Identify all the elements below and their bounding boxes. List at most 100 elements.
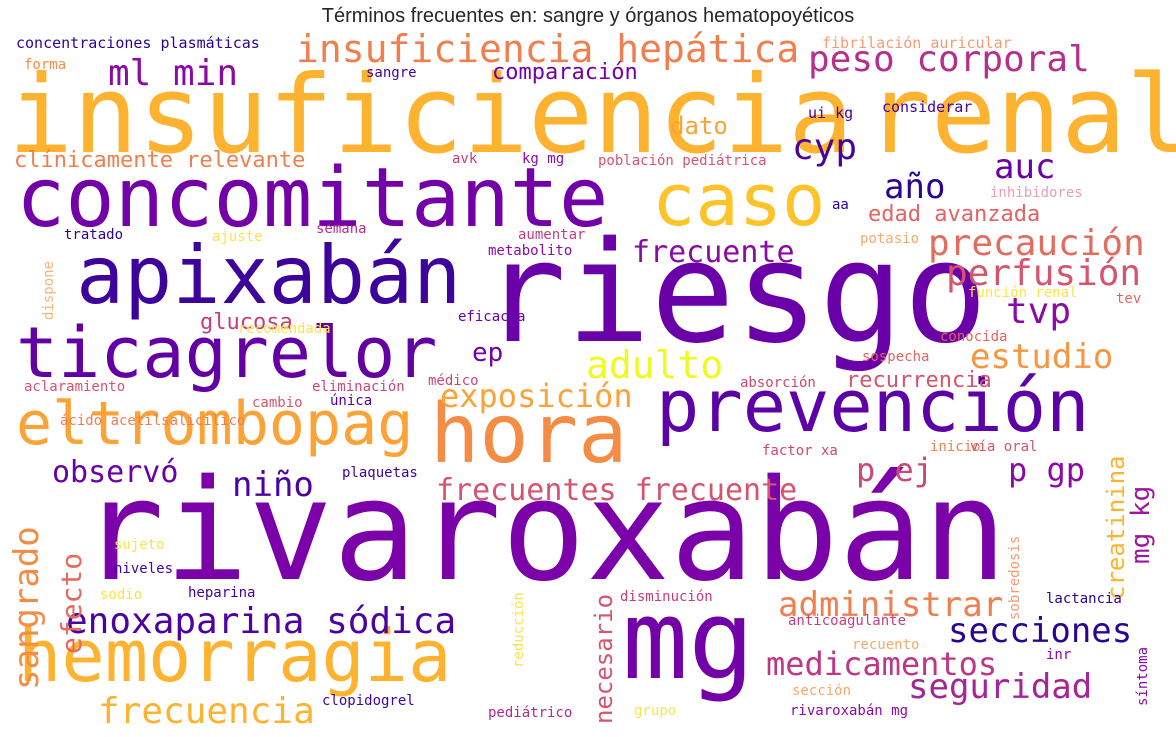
word: prevención [656,364,1090,448]
word: metabolito [488,243,573,259]
word: lactancia [1046,591,1122,607]
word: peso corporal [808,39,1090,80]
word: sujeto [114,537,165,553]
word: exposición [440,377,633,415]
word: hemorragia [18,614,452,698]
word: adulto [586,343,724,387]
word: p ej [856,451,934,489]
word: frecuentes frecuente [436,473,798,508]
word: frecuente [632,235,795,270]
word: sodio [100,587,143,603]
word: población pediátrica [598,153,767,169]
word: cambio [252,395,303,411]
word: caso [652,158,826,242]
word: absorción [740,375,816,391]
word: recomendada [238,321,331,337]
word: médico [428,373,479,389]
word: kg mg [522,151,565,167]
word: eltrombopag [16,389,414,459]
word: aclaramiento [24,379,126,395]
word: riesgo [482,212,988,375]
word: necesario [590,593,618,724]
word: auc [994,147,1056,187]
word: semana [316,221,367,237]
word: avk [452,151,478,167]
word: estudio [970,337,1114,377]
word: sobredosis [1007,535,1023,620]
word: insuficiencia hepática [296,27,800,71]
word: sección [792,683,852,699]
word: observó [52,455,179,490]
word: renal [866,53,1176,178]
word: rivaroxabán mg [790,703,909,719]
word: niño [232,465,314,505]
word: concentraciones plasmáticas [16,34,260,52]
word: conocida [940,329,1008,345]
word: ml min [108,53,239,94]
word: secciones [948,611,1133,651]
word: dispone [41,260,57,320]
word: ajuste [212,229,263,245]
word: forma [24,57,67,73]
word: anticoagulante [788,613,907,629]
word: edad avanzada [868,202,1041,227]
word: pediátrico [488,705,573,721]
word: inicio [930,439,981,455]
word: fibrilación auricular [822,34,1012,52]
word: efecto [55,552,88,654]
word: ep [472,338,504,368]
word: medicamentos [766,645,998,683]
word: potasio [860,231,920,247]
word: vía oral [970,439,1038,455]
word: creatinina [1102,455,1130,601]
word: dato [670,112,728,140]
word: heparina [188,585,256,601]
word: seguridad [908,667,1093,707]
word: disminución [620,589,713,605]
word: glucosa [200,310,293,335]
word: mg [622,576,755,704]
word: cyp [792,127,858,168]
word: clínicamente relevante [14,148,306,173]
word: concomitante [16,151,609,246]
word: ticagrelor [16,312,438,394]
word: p gp [1008,451,1086,489]
word: año [884,167,946,207]
word: grupo [634,703,677,719]
word: eliminación [312,379,405,395]
word: sangrado [7,526,47,690]
word: inhibidores [990,185,1083,201]
word: considerar [882,98,973,116]
word: eficacia [458,309,526,325]
word: tratado [64,227,124,243]
word: rivaroxabán [80,450,1008,613]
chart-title: Términos frecuentes en: sangre y órganos… [321,5,855,27]
word: precaución [928,223,1145,264]
word: reducción [511,592,527,668]
word: perfusión [946,253,1142,294]
word: plaquetas [342,465,418,481]
word: mg kg [1126,485,1156,564]
word: factor xa [762,443,838,459]
word: hora [430,387,628,482]
word: ácido acetilsalicílico [60,413,246,429]
word: tvp [1006,291,1072,332]
word: clopidogrel [322,693,415,709]
word: comparación [492,60,638,85]
word: aa [832,197,849,213]
word: síntoma [1135,646,1151,706]
word: tev [1116,291,1142,307]
word: recuento [852,637,920,653]
word: ui kg [808,104,854,122]
word: sospecha [862,349,930,365]
word: enoxaparina sódica [66,601,457,642]
word: función renal [968,285,1078,301]
word: niveles [114,561,174,577]
word: administrar [778,585,1004,625]
word: frecuencia [98,691,315,732]
word: recurrencia [846,368,992,393]
word: sangre [366,65,417,81]
word: aumentar [518,227,586,243]
word: única [330,393,373,409]
